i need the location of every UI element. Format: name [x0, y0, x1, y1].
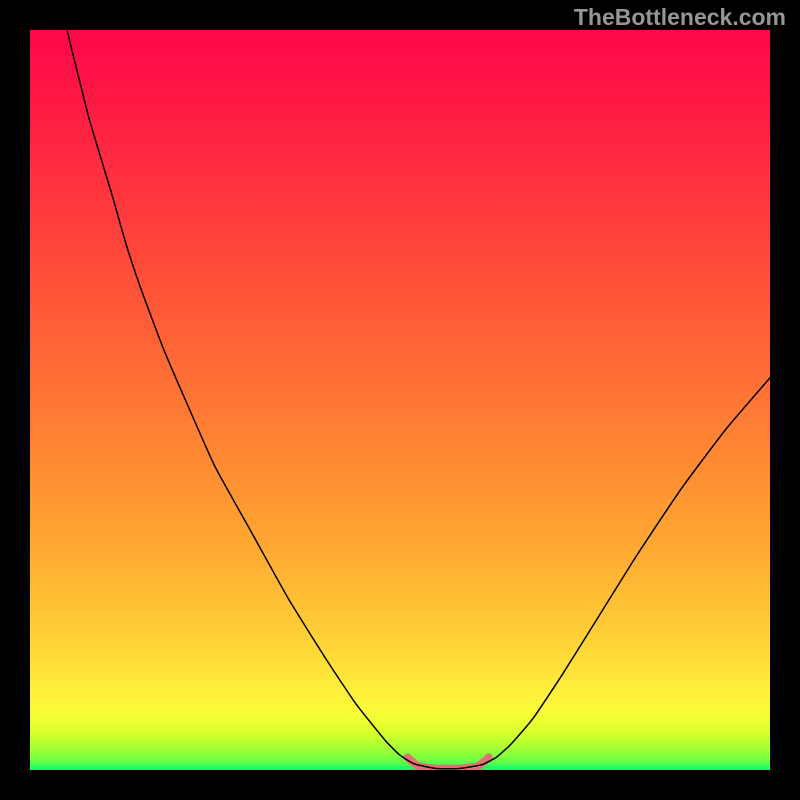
watermark-label: TheBottleneck.com — [574, 4, 786, 31]
plot-background — [30, 30, 770, 770]
frame-right — [770, 0, 800, 800]
frame-bottom — [0, 770, 800, 800]
frame-left — [0, 0, 30, 800]
bottleneck-chart — [0, 0, 800, 800]
chart-container: TheBottleneck.com — [0, 0, 800, 800]
